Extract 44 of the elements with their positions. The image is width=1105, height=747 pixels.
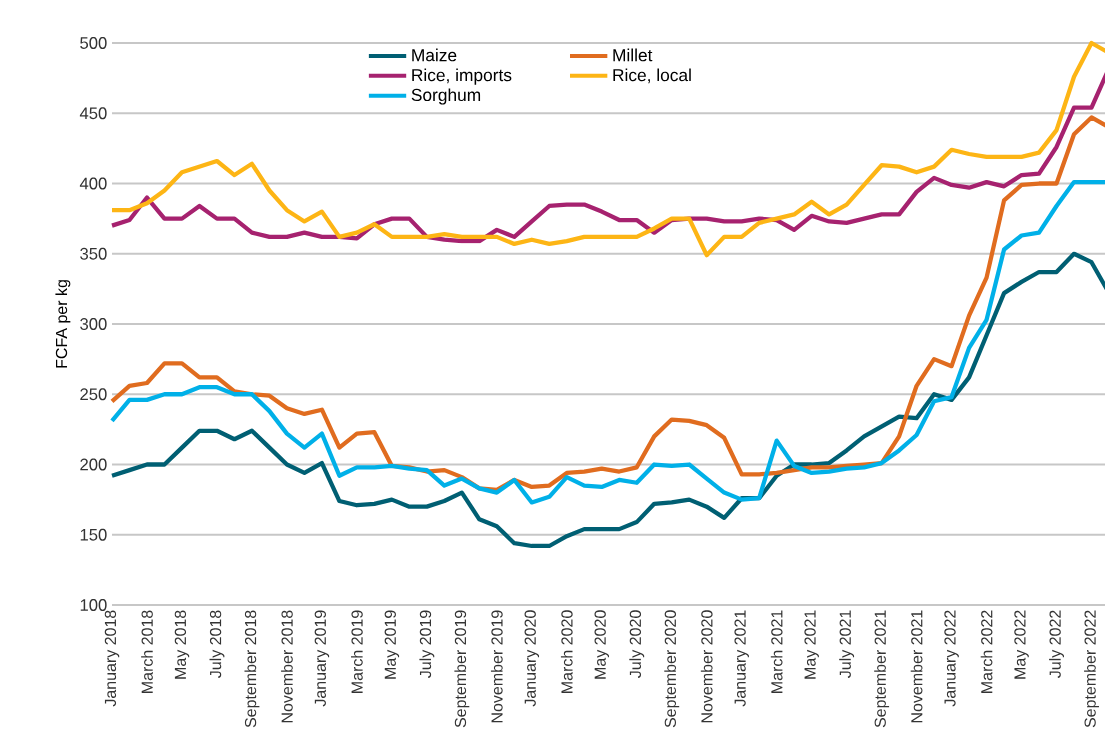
x-tick-label: January 2022 (944, 610, 959, 707)
x-tick-label: November 2020 (700, 610, 713, 723)
x-tick-label: November 2021 (910, 610, 923, 723)
x-tick-label: March 2021 (770, 610, 783, 693)
x-tick-label: March 2018 (141, 610, 153, 693)
y-tick-label: 300 (80, 318, 107, 330)
y-tick-label: 150 (80, 528, 107, 541)
x-tick-label: September 2018 (244, 610, 260, 728)
legend-label: Millet (613, 48, 653, 62)
x-tick-label: March 2020 (560, 610, 573, 693)
y-tick-label: 500 (80, 37, 107, 49)
legend-label: Rice, local (613, 68, 691, 84)
x-tick-label: May 2018 (174, 610, 190, 679)
x-tick-label: May 2022 (1014, 610, 1029, 679)
x-tick-label: January 2019 (314, 610, 330, 707)
legend-label: Maize (412, 48, 457, 62)
x-tick-label: March 2019 (351, 610, 363, 693)
x-tick-label: January 2018 (104, 610, 120, 707)
y-axis-title: FCFA per kg (55, 280, 71, 368)
x-tick-label: November 2018 (281, 610, 293, 723)
y-tick-label: 200 (80, 458, 107, 471)
x-tick-label: September 2021 (874, 610, 890, 728)
x-tick-label: July 2019 (419, 610, 435, 678)
y-tick-label: 400 (79, 177, 107, 190)
legend-label: Rice, imports (412, 68, 512, 85)
x-tick-label: July 2021 (839, 610, 855, 678)
x-tick-label: September 2022 (1084, 610, 1099, 728)
x-tick-label: July 2018 (209, 610, 225, 678)
x-tick-label: March 2022 (980, 610, 993, 693)
y-tick-label: 250 (80, 388, 107, 401)
x-tick-label: July 2022 (1049, 610, 1064, 678)
y-tick-label: 350 (80, 247, 107, 260)
y-tick-label: 450 (79, 107, 107, 120)
x-tick-label: July 2020 (629, 610, 645, 678)
x-tick-label: May 2021 (804, 610, 819, 679)
x-tick-label: January 2021 (734, 610, 749, 707)
legend-label: Sorghum (411, 88, 481, 105)
x-tick-label: November 2019 (490, 610, 503, 723)
x-tick-label: May 2019 (384, 610, 400, 679)
x-tick-label: May 2020 (594, 610, 610, 679)
x-tick-label: September 2020 (664, 610, 680, 728)
x-tick-label: September 2019 (454, 610, 470, 728)
y-tick-label: 100 (80, 599, 107, 611)
x-tick-label: January 2020 (524, 610, 540, 707)
